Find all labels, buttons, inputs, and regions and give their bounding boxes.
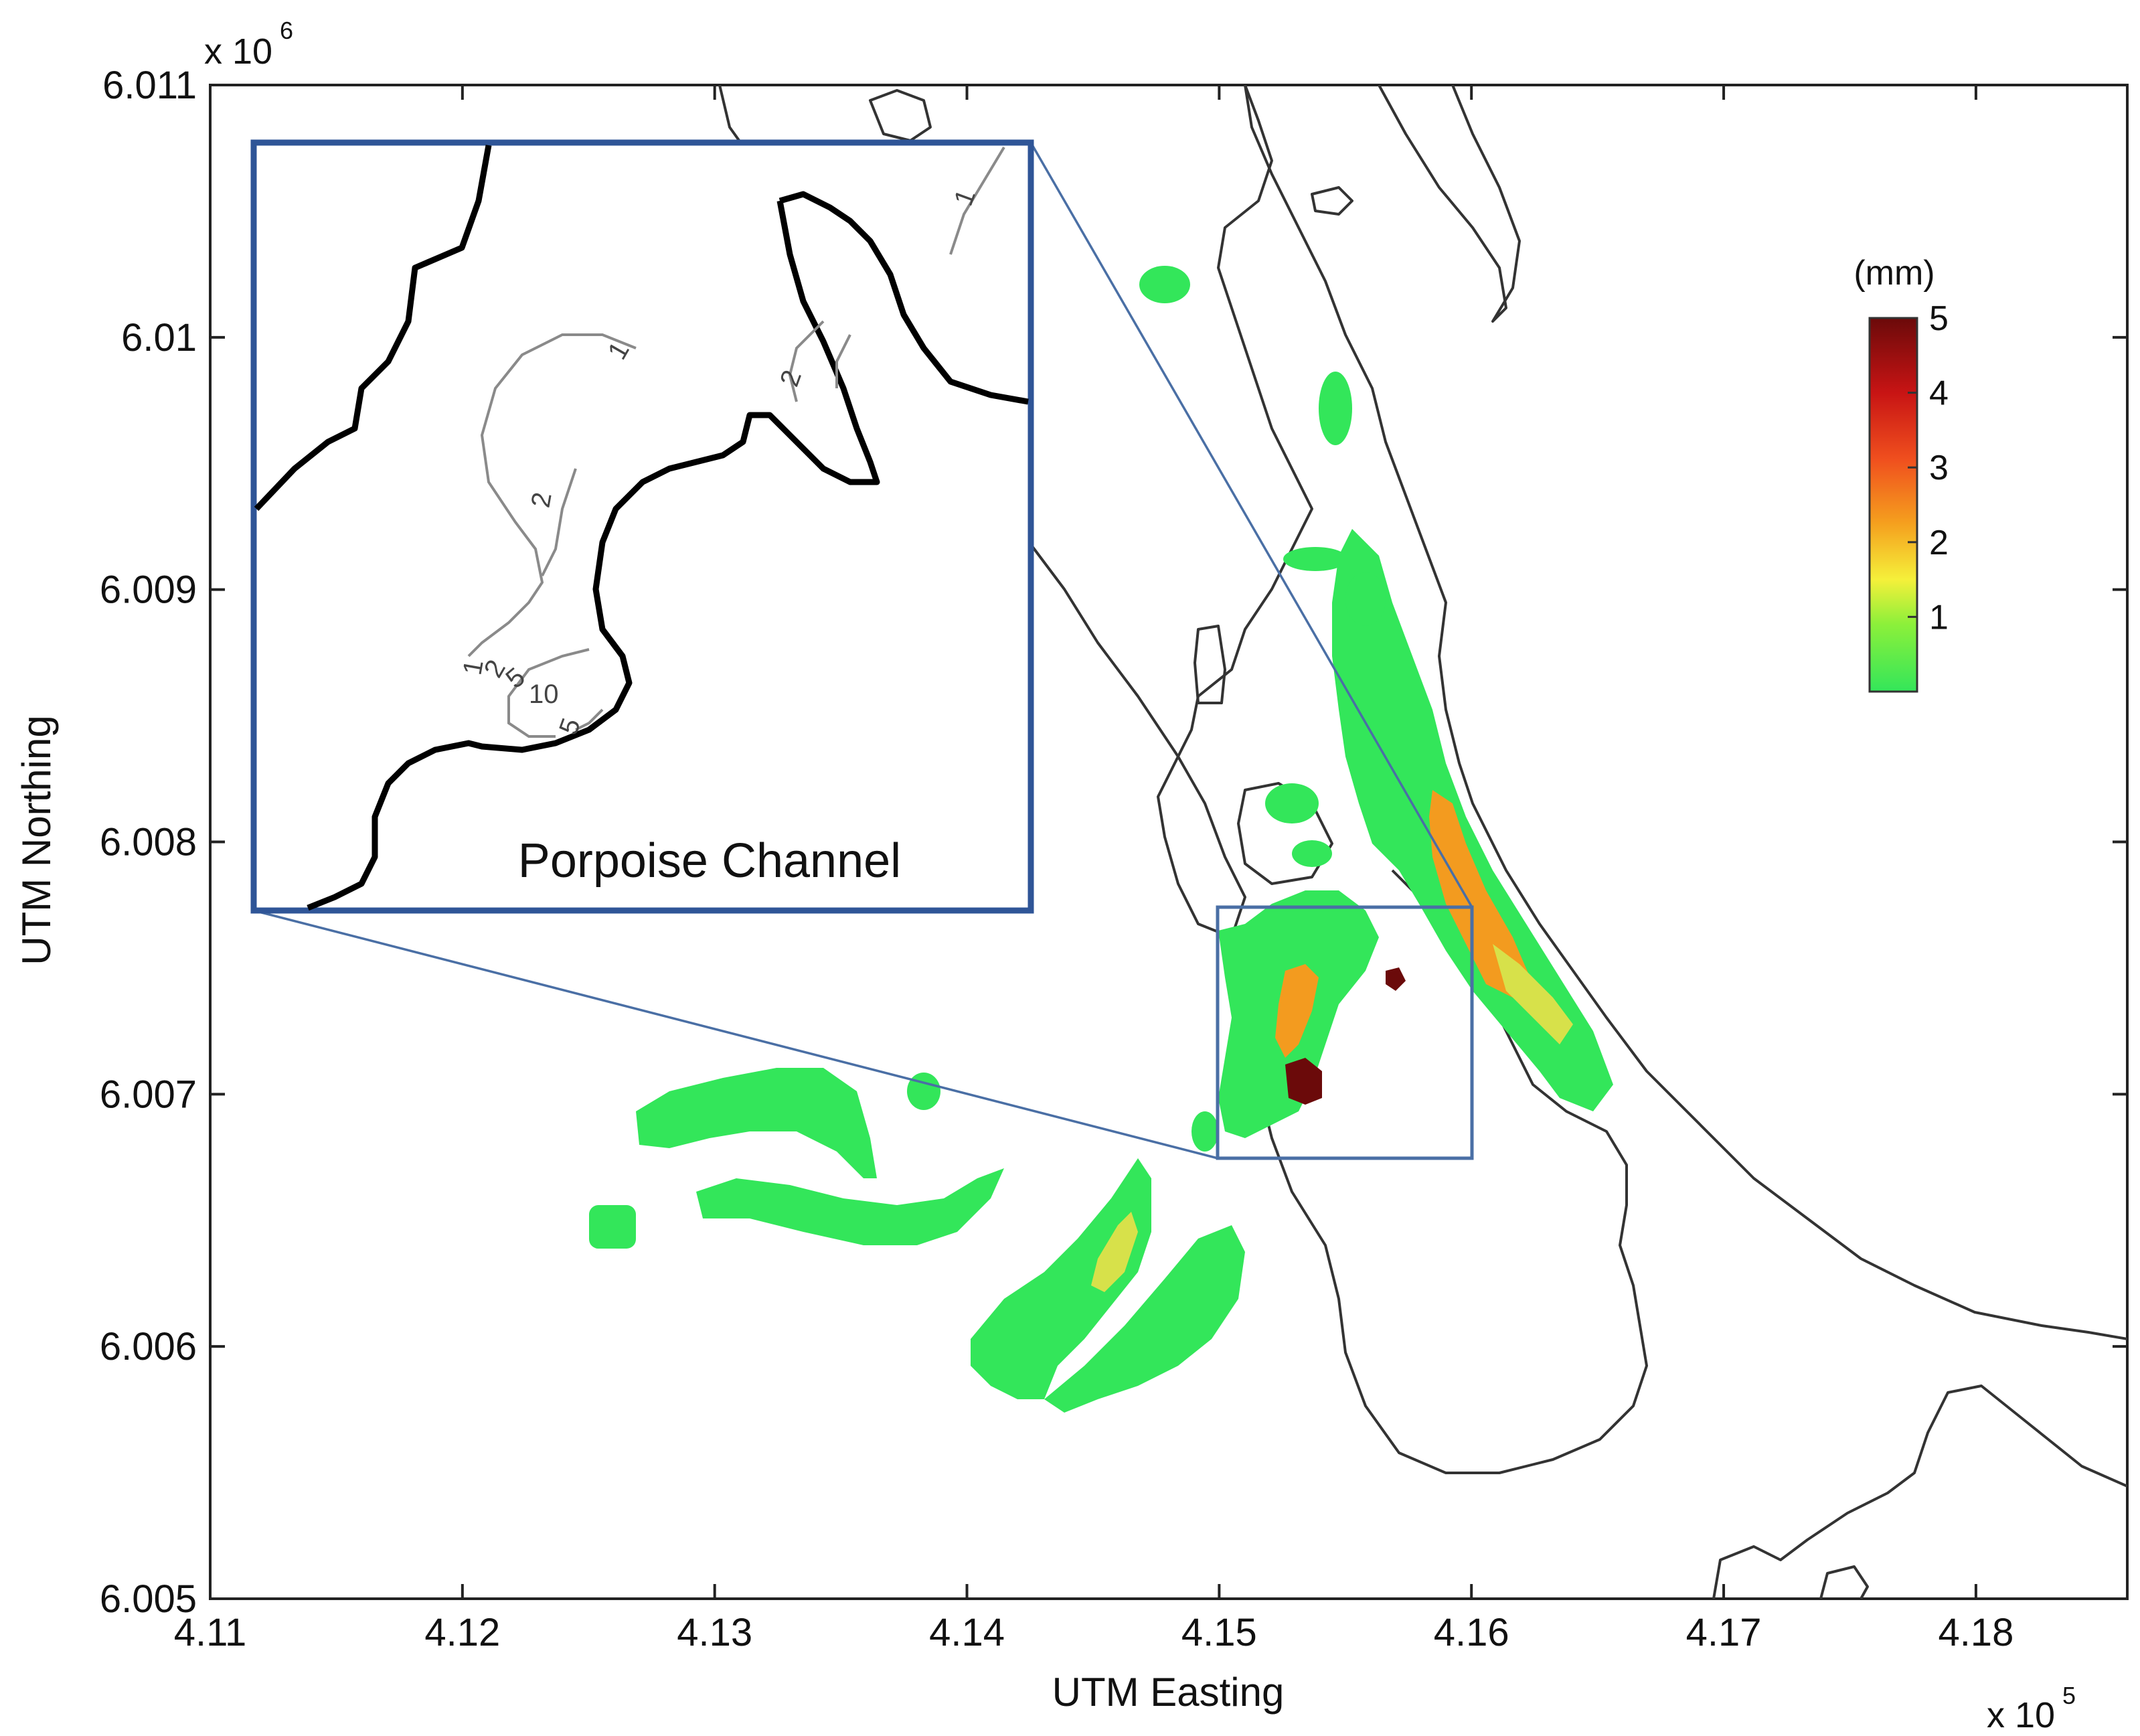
- x-tick-label: 4.11: [174, 1611, 247, 1654]
- y-tick-label: 6.007: [100, 1073, 197, 1116]
- y-tick-label: 6.005: [100, 1577, 197, 1621]
- colorbar-tick-label: 3: [1929, 449, 1949, 487]
- x-tick-label: 4.14: [929, 1611, 1005, 1654]
- inset-coast-main: [778, 191, 1029, 405]
- deposition-west-band-2: [696, 1168, 1004, 1245]
- deposition-channel-band: [1332, 529, 1613, 1111]
- colorbar-tick-label: 2: [1929, 524, 1949, 562]
- deposition-channel-orange: [1429, 790, 1533, 998]
- colorbar-unit: (mm): [1854, 254, 1935, 293]
- deposition-patch-n5: [1265, 783, 1319, 823]
- x-tick-label: 4.12: [424, 1611, 500, 1654]
- deposition-west-band-1: [636, 1068, 877, 1178]
- y-tick-label: 6.008: [100, 821, 197, 864]
- y-tick-label: 6.009: [100, 568, 197, 612]
- deposition-west-dot: [907, 1073, 940, 1110]
- coastline-small-island: [1194, 625, 1226, 704]
- x-multiplier-exponent: 5: [2062, 1682, 2076, 1709]
- y-axis-ticks: 6.005 6.006 6.007 6.008 6.009 6.01 6.011: [100, 64, 2127, 1621]
- colorbar-tick-label: 5: [1929, 299, 1949, 338]
- y-multiplier-base: x 10: [204, 31, 272, 72]
- inset-coast-peninsula: [307, 200, 880, 911]
- y-tick-label: 6.011: [102, 64, 197, 107]
- x-axis-multiplier: x 10 5: [1987, 1682, 2076, 1735]
- colorbar-tick-label: 1: [1929, 598, 1949, 637]
- deposition-west-square: [589, 1205, 636, 1249]
- x-multiplier-base: x 10: [1987, 1695, 2055, 1735]
- deposition-patches: [589, 266, 1613, 1413]
- colorbar: (mm) 5 4 3 2 1: [1854, 254, 1949, 693]
- y-tick-label: 6.006: [100, 1325, 197, 1368]
- y-axis-label: UTM Northing: [14, 715, 59, 965]
- map-area: 1 2 1 2 1 2 5 10 5 Porpoise Channel: [209, 84, 2129, 1600]
- inset-contour-6: [835, 334, 851, 388]
- deposition-islet-dark: [1386, 967, 1406, 991]
- coastline-south-lobe: [1230, 869, 1648, 1474]
- deposition-sw-plume-2: [1044, 1225, 1245, 1413]
- x-tick-label: 4.16: [1434, 1611, 1509, 1654]
- inset-frame: [250, 139, 1034, 914]
- x-axis-ticks: 4.11 4.12 4.13 4.14 4.15 4.16 4.17 4.18: [174, 85, 2013, 1654]
- deposition-patch-n3: [1283, 547, 1347, 571]
- deposition-patch-n4: [1345, 572, 1386, 626]
- deposition-coast-dot: [1191, 1111, 1218, 1152]
- inset-coast-west: [254, 145, 492, 511]
- y-axis-multiplier: x 10 6: [204, 17, 293, 72]
- inset-contour-5: [788, 320, 825, 402]
- coastline-southeast: [1712, 1385, 2128, 1599]
- deposition-patch-n2: [1319, 372, 1352, 445]
- inset-contour-2: [541, 468, 577, 576]
- zoom-connector-top: [1030, 142, 1473, 908]
- colorbar-ticks: 5 4 3 2 1: [1908, 299, 1949, 637]
- colorbar-tick-label: 4: [1929, 374, 1949, 413]
- x-tick-label: 4.18: [1938, 1611, 2013, 1654]
- coastline-far-east: [1378, 84, 1521, 323]
- axes: 4.11 4.12 4.13 4.14 4.15 4.16 4.17 4.18 6.0056.…: [14, 17, 2127, 1735]
- coastline-north-islet: [869, 89, 932, 142]
- x-tick-label: 4.13: [677, 1611, 752, 1654]
- x-tick-label: 4.15: [1181, 1611, 1257, 1654]
- y-tick-label: 6.01: [121, 316, 197, 360]
- inset-contour-label: 10: [529, 680, 559, 709]
- zoom-connector-bottom: [253, 909, 1218, 1160]
- coastline-channel-east: [1244, 84, 2128, 1340]
- deposition-sw-plume: [971, 1158, 1151, 1399]
- inset-contour-4: [575, 708, 604, 731]
- deposition-patch-n1: [1139, 266, 1190, 303]
- inset-title: Porpoise Channel: [518, 834, 901, 888]
- inset-contour-7: [949, 146, 1005, 255]
- inset-contour-3: [507, 648, 590, 738]
- deposition-porpoise-dark: [1285, 1058, 1322, 1105]
- inset-contour-1: [467, 333, 637, 657]
- x-axis-label: UTM Easting: [1052, 1670, 1285, 1715]
- inset-panel: 1 2 1 2 1 2 5 10 5 Porpoise Channel: [250, 139, 1034, 914]
- x-tick-label: 4.17: [1686, 1611, 1762, 1654]
- zoom-box: [1216, 905, 1474, 1160]
- deposition-channel-yellow: [1493, 944, 1573, 1044]
- coastline-south-islet: [1819, 1565, 1869, 1599]
- deposition-sw-yellow: [1091, 1212, 1138, 1292]
- deposition-patch-n6: [1292, 840, 1332, 867]
- y-multiplier-exponent: 6: [280, 17, 293, 44]
- colorbar-bar: [1868, 317, 1918, 693]
- coastline-ne-islet: [1311, 186, 1353, 216]
- deposition-porpoise-orange: [1275, 964, 1319, 1058]
